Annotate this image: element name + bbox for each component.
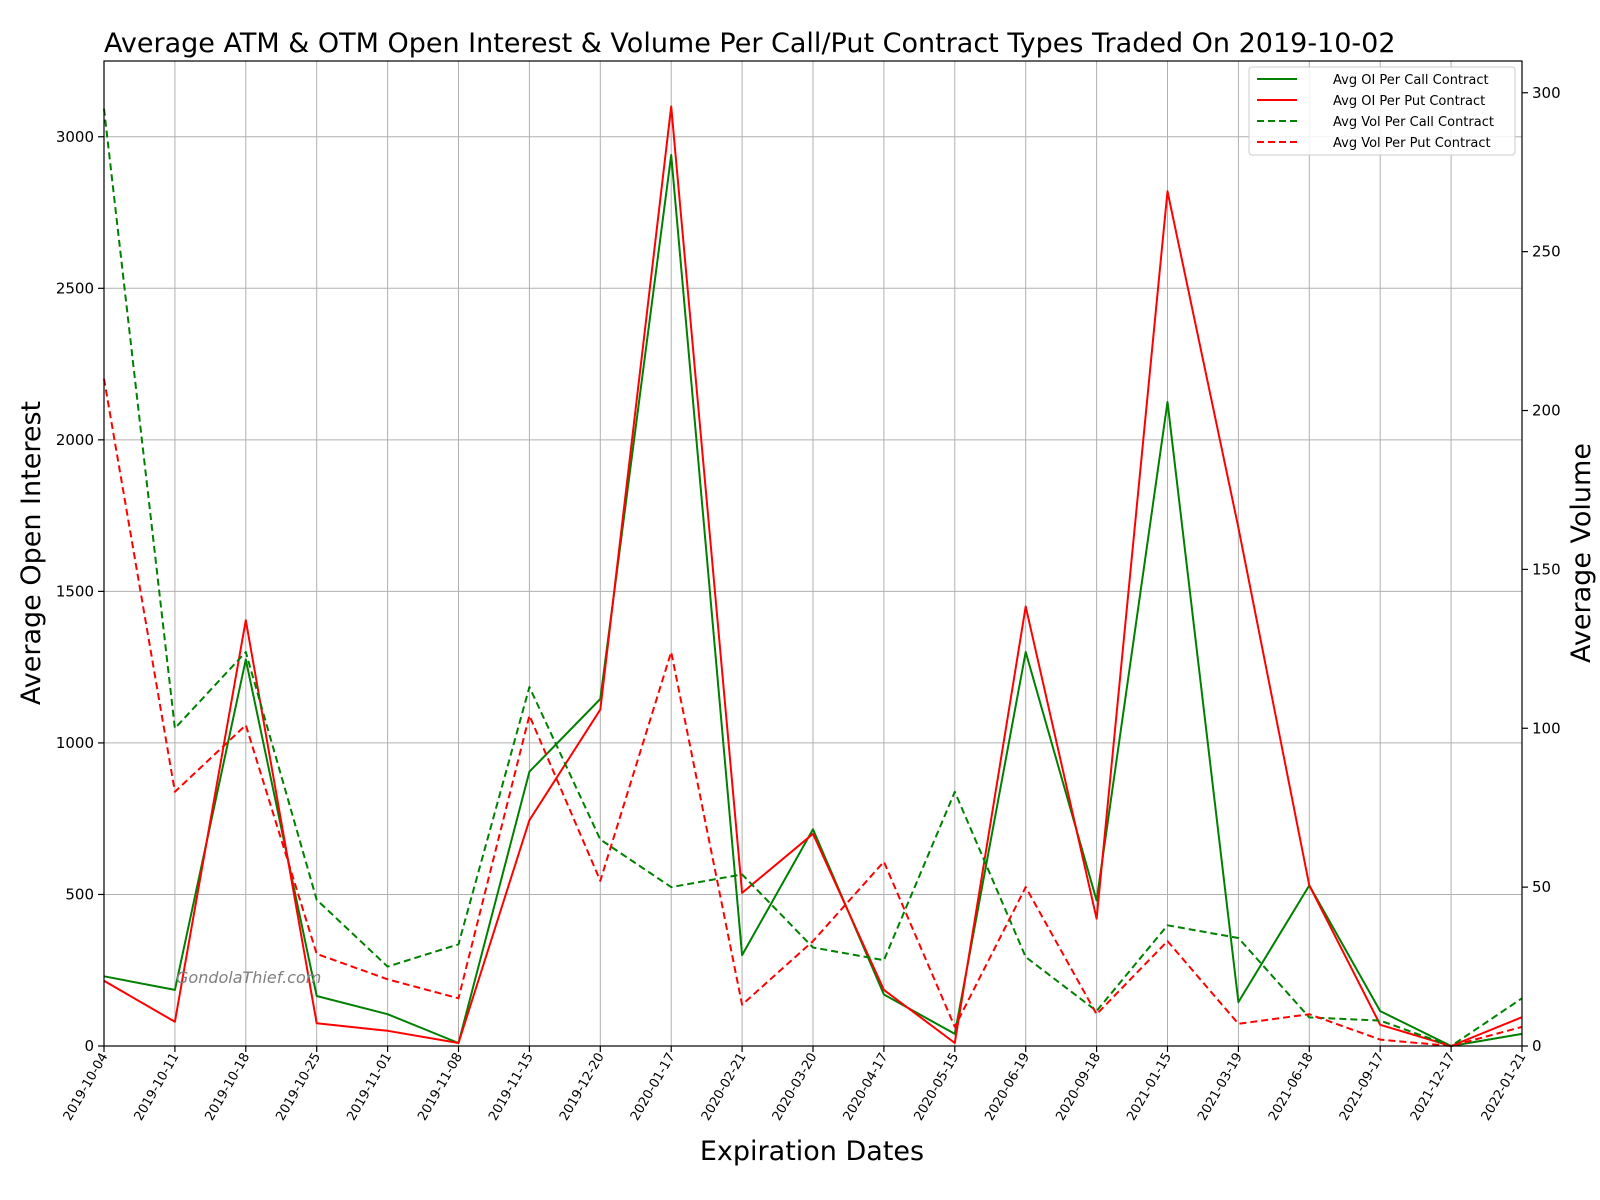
legend-entry: Avg OI Per Put Contract — [1333, 94, 1485, 109]
x-tick-label: 2019-10-25 — [273, 1051, 324, 1124]
x-tick-label: 2020-04-17 — [841, 1051, 892, 1124]
y-tick-label-right: 250 — [1532, 243, 1561, 261]
axes: 2019-10-04 2019-10-11 2019-10-18 2019-10-25… — [56, 60, 1561, 1124]
watermark: GondolaThief.com — [176, 968, 321, 987]
y-tick-label-left: 3000 — [56, 128, 94, 146]
x-tick-label: 2021-09-17 — [1337, 1051, 1388, 1124]
series-line-avg-vol-per-put-contract — [103, 378, 1523, 1047]
x-tick-label: 2019-10-18 — [202, 1051, 253, 1124]
x-tick-label: 2019-11-15 — [486, 1051, 537, 1124]
x-tick-label: 2019-12-20 — [557, 1051, 608, 1124]
legend: Avg OI Per Call Contract Avg OI Per Put C… — [1248, 66, 1516, 156]
x-tick-label: 2019-11-08 — [415, 1051, 466, 1124]
x-tick-label: 2021-12-17 — [1408, 1051, 1459, 1124]
y-tick-label-left: 2500 — [56, 279, 94, 297]
legend-entry: Avg Vol Per Call Contract — [1333, 115, 1494, 130]
series-line-avg-oi-per-call-contract — [103, 154, 1523, 1047]
x-tick-label: 2019-10-04 — [61, 1051, 112, 1124]
legend-box — [1248, 66, 1516, 156]
x-tick-label: 2020-05-15 — [911, 1051, 962, 1124]
series-line-avg-oi-per-put-contract — [103, 105, 1523, 1047]
x-tick-label: 2020-01-17 — [628, 1051, 679, 1124]
y-tick-label-left: 2000 — [56, 431, 94, 449]
y-tick-label-right: 50 — [1532, 878, 1551, 896]
y-tick-label-right: 300 — [1532, 84, 1561, 102]
series-lines — [103, 105, 1523, 1047]
y-tick-label-left: 1500 — [56, 582, 94, 600]
chart-title: Average ATM & OTM Open Interest & Volume… — [104, 28, 1396, 59]
x-tick-label: 2021-03-19 — [1195, 1051, 1246, 1124]
x-axis-label: Expiration Dates — [700, 1136, 924, 1167]
x-tick-label: 2020-06-19 — [982, 1051, 1033, 1124]
legend-entry: Avg Vol Per Put Contract — [1333, 136, 1491, 151]
x-tick-label: 2022-01-21 — [1479, 1051, 1530, 1124]
y-tick-label-left: 500 — [65, 885, 94, 903]
series-line-avg-vol-per-call-contract — [103, 108, 1523, 1047]
y-axis-left-label: Average Open Interest — [16, 401, 47, 705]
x-tick-label: 2019-11-01 — [344, 1051, 395, 1124]
x-tick-label: 2019-10-11 — [132, 1051, 183, 1124]
y-tick-label-left: 0 — [84, 1037, 94, 1055]
x-tick-label: 2020-03-20 — [770, 1051, 821, 1124]
legend-entry: Avg OI Per Call Contract — [1333, 73, 1489, 88]
y-axis-right-label: Average Volume — [1566, 443, 1597, 663]
x-tick-label: 2021-01-15 — [1124, 1051, 1175, 1124]
y-tick-label-right: 0 — [1532, 1037, 1542, 1055]
x-tick-label: 2021-06-18 — [1266, 1051, 1317, 1124]
x-tick-label: 2020-09-18 — [1053, 1051, 1104, 1124]
plot-frame — [103, 60, 1523, 1047]
y-tick-label-right: 100 — [1532, 719, 1561, 737]
y-tick-label-right: 200 — [1532, 402, 1561, 420]
x-tick-label: 2020-02-21 — [699, 1051, 750, 1124]
y-tick-label-right: 150 — [1532, 560, 1561, 578]
y-tick-label-left: 1000 — [56, 734, 94, 752]
